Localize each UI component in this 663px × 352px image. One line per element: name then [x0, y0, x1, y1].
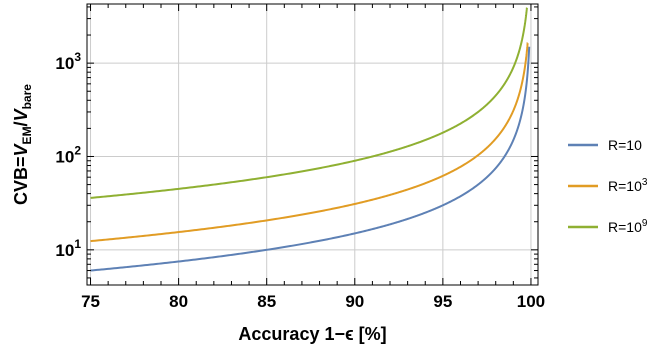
series-curves — [90, 7, 531, 272]
x-tick-labels: 75 80 85 90 95 100 — [81, 292, 545, 311]
y-tick-exponent: 2 — [74, 143, 81, 157]
legend-label-base: R=10 — [608, 178, 642, 194]
axis-ticks — [87, 4, 538, 285]
y-tick-label: 101 — [55, 237, 81, 260]
legend-label-exponent: 3 — [642, 177, 648, 188]
series-line-1 — [90, 46, 531, 272]
y-tick-label: 102 — [55, 143, 81, 166]
x-tick-label: 80 — [169, 292, 188, 311]
y-tick-base: 10 — [55, 147, 74, 166]
legend-label-exponent: 9 — [642, 218, 648, 229]
grid-lines — [87, 4, 538, 285]
y-tick-exponent: 3 — [74, 50, 81, 64]
series-line-2 — [90, 42, 529, 243]
legend-label-3: R=109 — [608, 218, 648, 235]
y-axis-title-prefix: CVB= — [11, 156, 31, 205]
y-axis-title-den-sub: bare — [20, 84, 34, 110]
y-tick-base: 10 — [55, 54, 74, 73]
x-tick-label: 90 — [345, 292, 364, 311]
series-line-3 — [90, 7, 528, 199]
plot-frame — [86, 3, 539, 286]
y-tick-base: 10 — [55, 241, 74, 260]
y-axis-title-num-var: V — [11, 142, 31, 156]
legend-label-base: R=10 — [608, 219, 642, 235]
y-tick-label: 103 — [55, 50, 81, 73]
y-axis-title-den-var: V — [11, 107, 31, 121]
y-axis-title-num-sub: EM — [20, 126, 34, 144]
x-tick-label: 95 — [433, 292, 452, 311]
x-tick-label: 75 — [81, 292, 100, 311]
legend-label-base: R=10 — [608, 137, 642, 153]
x-tick-label: 100 — [517, 292, 545, 311]
y-tick-exponent: 1 — [74, 237, 81, 251]
x-axis-title: Accuracy 1−ϵ [%] — [238, 324, 386, 344]
legend-label-2: R=103 — [608, 177, 648, 194]
y-axis-title-slash: / — [11, 121, 31, 126]
x-tick-label: 85 — [257, 292, 276, 311]
y-axis-title: CVB=VEM/Vbare — [11, 84, 34, 205]
legend-label-1: R=10 — [608, 137, 642, 153]
